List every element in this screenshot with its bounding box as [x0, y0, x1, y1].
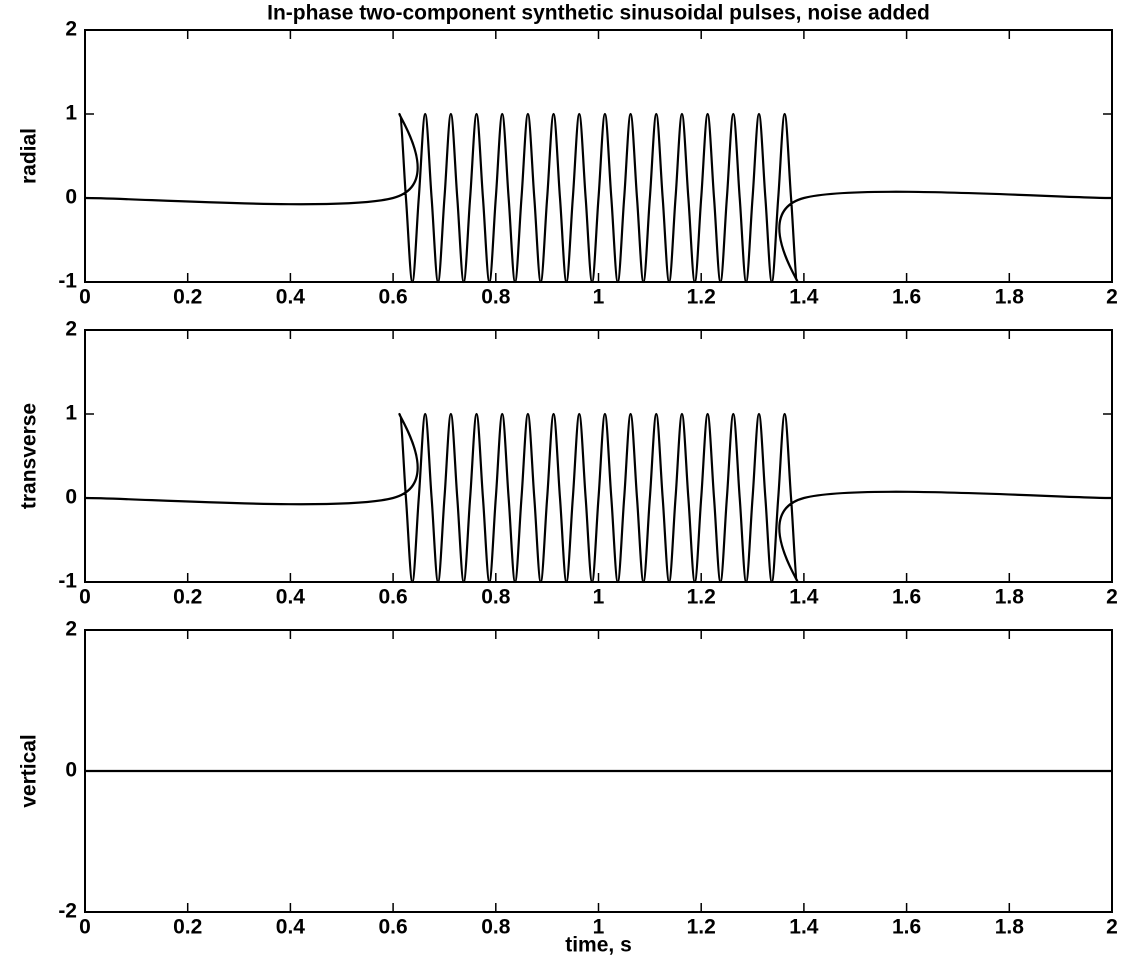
- y-axis-label: radial: [18, 128, 41, 184]
- y-tick-label: 2: [65, 618, 77, 641]
- y-axis-label: vertical: [18, 734, 41, 808]
- x-tick-label: 1.6: [892, 916, 921, 939]
- x-tick-label: 0.4: [276, 916, 306, 939]
- x-tick-label: 0.4: [276, 286, 306, 309]
- x-tick-label: 1: [593, 916, 605, 939]
- y-tick-label: -1: [58, 270, 77, 293]
- y-tick-label: -2: [58, 900, 77, 923]
- x-tick-label: 1.6: [892, 286, 921, 309]
- x-tick-label: 1.4: [789, 586, 819, 609]
- signal-trace: [84, 412, 1113, 584]
- x-tick-label: 0.2: [173, 286, 202, 309]
- x-tick-label: 0.8: [481, 586, 511, 609]
- axes-frame: [84, 29, 1113, 283]
- axes-frame: [84, 329, 1113, 583]
- x-tick-label: 1: [593, 286, 605, 309]
- x-tick-label: 0.8: [481, 286, 511, 309]
- axes-frame: [84, 629, 1113, 913]
- x-tick-label: 2: [1106, 916, 1118, 939]
- y-tick-label: 0: [65, 759, 77, 782]
- x-tick-label: 0.6: [378, 586, 407, 609]
- x-tick-label: 1.8: [995, 916, 1025, 939]
- x-tick-label: 0: [79, 916, 91, 939]
- x-axis-label: time, s: [565, 934, 632, 956]
- x-tick-label: 2: [1106, 586, 1118, 609]
- y-tick-label: 0: [65, 186, 77, 209]
- y-tick-label: 1: [65, 402, 77, 425]
- x-tick-label: 1.2: [687, 916, 716, 939]
- x-tick-label: 0.2: [173, 916, 202, 939]
- x-tick-label: 0: [79, 286, 91, 309]
- x-tick-label: 0.8: [481, 916, 511, 939]
- x-tick-label: 0.6: [378, 916, 407, 939]
- y-tick-label: -1: [58, 570, 77, 593]
- x-tick-label: 1: [593, 586, 605, 609]
- y-tick-label: 2: [65, 318, 77, 341]
- y-axis-label: transverse: [18, 403, 41, 509]
- x-tick-label: 0: [79, 586, 91, 609]
- x-tick-label: 1.4: [789, 286, 819, 309]
- y-tick-label: 2: [65, 18, 77, 41]
- x-tick-label: 1.2: [687, 286, 716, 309]
- x-tick-label: 1.8: [995, 586, 1025, 609]
- signal-trace: [84, 112, 1113, 284]
- y-tick-label: 0: [65, 486, 77, 509]
- y-tick-label: 1: [65, 102, 77, 125]
- x-tick-label: 1.6: [892, 586, 921, 609]
- x-tick-label: 0.6: [378, 286, 407, 309]
- x-tick-label: 0.2: [173, 586, 202, 609]
- x-tick-label: 1.2: [687, 586, 716, 609]
- x-tick-label: 1.8: [995, 286, 1025, 309]
- x-tick-label: 2: [1106, 286, 1118, 309]
- x-tick-label: 1.4: [789, 916, 819, 939]
- chart-title: In-phase two-component synthetic sinusoi…: [267, 2, 930, 25]
- x-tick-label: 0.4: [276, 586, 306, 609]
